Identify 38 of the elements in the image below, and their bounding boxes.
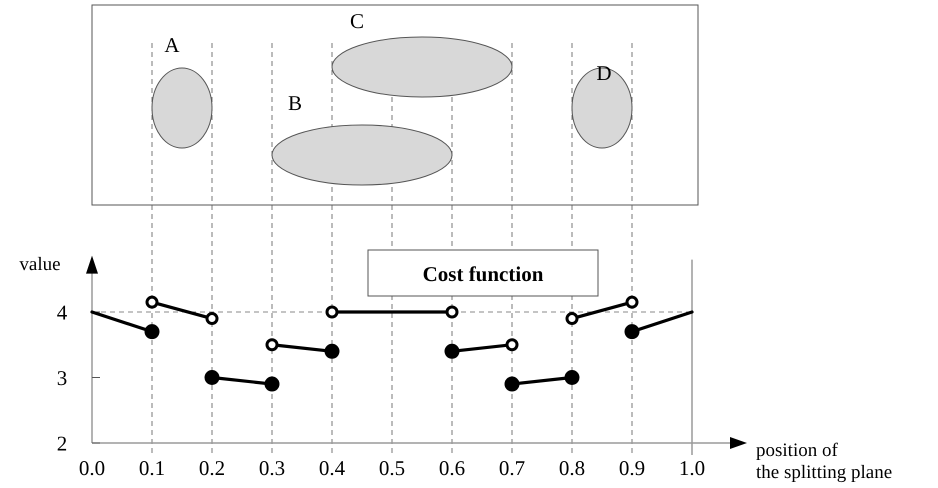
point: [326, 306, 338, 318]
x-tick-label: 0.9: [618, 456, 646, 480]
point: [264, 376, 280, 392]
x-tick-label: 0.2: [198, 456, 226, 480]
point: [266, 338, 278, 352]
x-tick-label: 0.7: [498, 456, 526, 480]
y-tick-label: 3: [56, 366, 68, 390]
text: B: [288, 91, 302, 115]
x-tick-label: 0.8: [558, 456, 586, 480]
point: [564, 370, 580, 385]
point: [444, 344, 460, 359]
point: [144, 324, 160, 340]
point: [206, 312, 218, 326]
text: A: [164, 33, 180, 57]
x-tick-label: 0.6: [438, 456, 466, 480]
point: [624, 324, 640, 340]
point: [204, 370, 220, 385]
x-tick-label: 1.0: [678, 456, 706, 480]
x-axis-title: position of the splitting plane: [756, 440, 892, 483]
x-tick-label: 0.3: [258, 456, 286, 480]
y-tick-label: 2: [56, 431, 68, 456]
x-tick-label: 0.0: [78, 456, 106, 480]
x-tick-label: 0.1: [138, 456, 166, 480]
point: [626, 296, 638, 309]
x-tick-label: 0.4: [318, 456, 346, 480]
point: [446, 306, 458, 318]
text: C: [350, 9, 364, 33]
point: [146, 296, 158, 309]
point: [324, 344, 340, 359]
y-axis-title: value: [19, 254, 61, 275]
title-box: Cost function: [368, 250, 598, 296]
point: [566, 312, 578, 326]
chart-title: Cost function: [422, 262, 544, 286]
point: [504, 376, 520, 392]
point: [506, 338, 518, 352]
y-tick-label: 4: [56, 300, 68, 324]
text: D: [596, 61, 612, 85]
x-tick-label: 0.5: [378, 456, 406, 480]
